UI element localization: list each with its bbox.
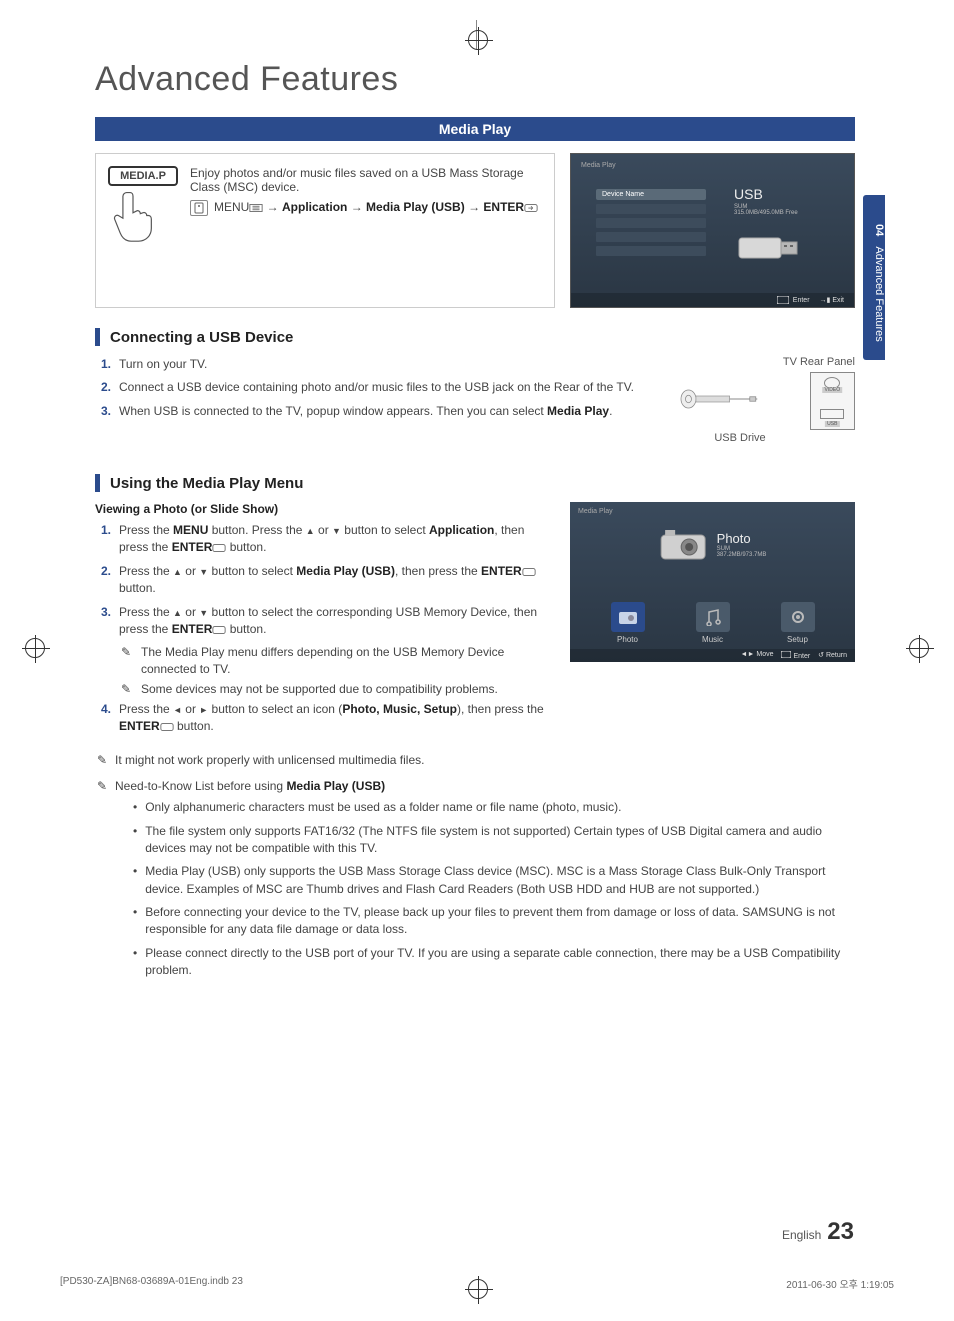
- step-3: When USB is connected to the TV, popup w…: [119, 403, 612, 420]
- side-tab: 04 Advanced Features: [863, 195, 885, 360]
- move-hint: ◄► Move: [741, 651, 774, 660]
- note-icon: ✎: [119, 644, 133, 678]
- registration-mark: [468, 30, 488, 50]
- page-footer: English23: [782, 1218, 854, 1246]
- section-marker: [95, 474, 100, 492]
- menu-icon-music: Music: [678, 602, 748, 644]
- step-2: Connect a USB device containing photo an…: [119, 379, 634, 396]
- intro-box: MEDIA.P Enjoy photos and/or music files …: [95, 153, 555, 308]
- device-list: Device Name: [596, 189, 706, 256]
- hand-pointer-icon: [108, 188, 158, 243]
- bullet-4: Before connecting your device to the TV,…: [145, 904, 855, 939]
- root-note-2: Need-to-Know List before using Media Pla…: [115, 778, 385, 795]
- section-marker: [95, 328, 100, 346]
- menu-path: MENU → Application → Media Play (USB) → …: [214, 200, 538, 214]
- step-1: Turn on your TV.: [119, 356, 207, 373]
- camera-icon: [659, 527, 707, 562]
- note-3b: Some devices may not be supported due to…: [141, 681, 498, 698]
- section-bar-media-play: Media Play: [95, 117, 855, 141]
- mm-step-2: Press the ▲ or ▼ button to select Media …: [119, 563, 550, 598]
- mm-step-1: Press the MENU button. Press the ▲ or ▼ …: [119, 522, 550, 557]
- bullet-5: Please connect directly to the USB port …: [145, 945, 855, 980]
- usb-connection-diagram: [675, 369, 810, 429]
- root-note-1: It might not work properly with unlicens…: [115, 752, 424, 769]
- mm-step-4: Press the ◄ or ► button to select an ico…: [119, 701, 550, 736]
- bullet-3: Media Play (USB) only supports the USB M…: [145, 863, 855, 898]
- tv-preview-media-play: Media Play Device Name USB SUM 315.0MB/4…: [570, 153, 855, 308]
- usb-drive-label: USB Drive: [675, 432, 805, 444]
- rear-panel-label: TV Rear Panel: [675, 356, 855, 368]
- note-icon: ✎: [95, 752, 109, 769]
- rear-panel-diagram: VIDEO USB: [810, 372, 855, 430]
- return-hint: ↺ Return: [818, 651, 847, 660]
- remote-icon: [190, 200, 208, 216]
- note-icon: ✎: [95, 778, 109, 795]
- enter-icon: [524, 203, 538, 213]
- bullet-2: The file system only supports FAT16/32 (…: [145, 823, 855, 858]
- menu-icon-photo: Photo: [593, 602, 663, 644]
- section-title-using: Using the Media Play Menu: [110, 475, 303, 492]
- note-3a: The Media Play menu differs depending on…: [141, 644, 550, 678]
- registration-mark: [25, 638, 45, 658]
- device-name-header: Device Name: [596, 189, 706, 200]
- doc-filename: [PD530-ZA]BN68-03689A-01Eng.indb 23: [60, 1276, 243, 1291]
- tv-label: Media Play: [581, 162, 616, 169]
- tv-preview-photo-menu: Media Play Photo SUM 387.2MB/973.7MB: [570, 502, 855, 662]
- bullet-1: Only alphanumeric characters must be use…: [145, 799, 621, 816]
- media-p-button-illustration: MEDIA.P: [108, 166, 178, 186]
- subheading-viewing-photo: Viewing a Photo (or Slide Show): [95, 502, 550, 516]
- photo-title: Photo: [717, 531, 767, 546]
- registration-mark: [909, 638, 929, 658]
- menu-icon-setup: Setup: [763, 602, 833, 644]
- enter-hint: Enter: [781, 651, 810, 660]
- exit-hint: →▮ Exit: [820, 296, 844, 304]
- free-space: 315.0MB/495.0MB Free: [734, 210, 834, 216]
- intro-description: Enjoy photos and/or music files saved on…: [190, 166, 542, 194]
- enter-hint: Enter: [777, 296, 810, 304]
- usb-drive-icon: [734, 224, 804, 269]
- usb-title: USB: [734, 186, 834, 202]
- section-title-connecting: Connecting a USB Device: [110, 329, 293, 346]
- note-icon: ✎: [119, 681, 133, 698]
- page-title: Advanced Features: [95, 60, 855, 99]
- doc-timestamp: 2011-06-30 오후 1:19:05: [786, 1276, 894, 1291]
- mm-step-3: Press the ▲ or ▼ button to select the co…: [119, 604, 550, 639]
